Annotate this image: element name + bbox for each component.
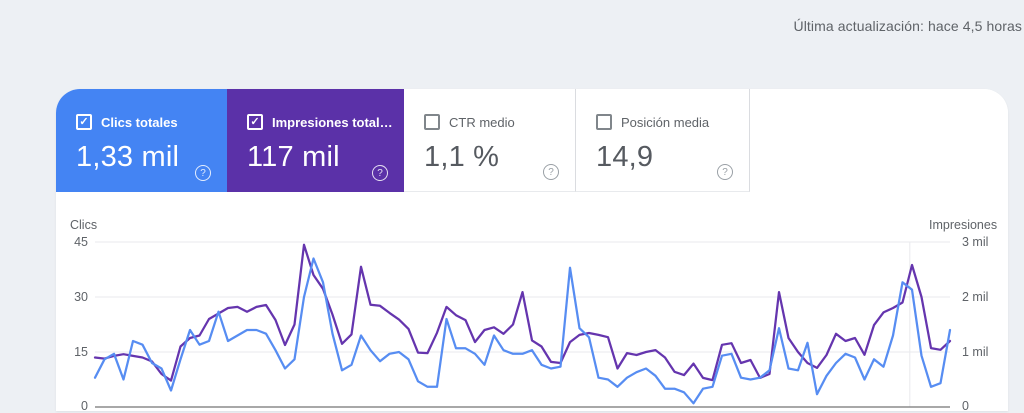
- total-clicks-value: 1,33 mil: [76, 141, 180, 173]
- card-label: Impresiones total…: [272, 114, 393, 130]
- right-axis-tick: 2 mil: [962, 290, 989, 304]
- card-label: Posición media: [621, 114, 710, 130]
- help-icon[interactable]: ?: [195, 165, 211, 181]
- total-impressions-value: 117 mil: [247, 141, 340, 173]
- left-axis-title: Clics: [70, 218, 98, 232]
- cards-row-filler: [750, 89, 1008, 192]
- performance-panel: ✓ Clics totales 1,33 mil ? ✓ Impresiones…: [56, 89, 1008, 413]
- right-axis-title: Impresiones: [929, 218, 998, 232]
- card-header: ✓ Posición media: [596, 114, 749, 130]
- metric-card-total-impressions[interactable]: ✓ Impresiones total… 117 mil ?: [227, 89, 404, 192]
- card-header: ✓ CTR medio: [424, 114, 575, 130]
- average-ctr-value: 1,1 %: [424, 141, 500, 173]
- performance-line-chart: [93, 241, 952, 408]
- card-header: ✓ Impresiones total…: [247, 114, 404, 130]
- metric-cards-row: ✓ Clics totales 1,33 mil ? ✓ Impresiones…: [56, 89, 1008, 192]
- right-axis-tick: 0: [962, 399, 969, 413]
- card-header: ✓ Clics totales: [76, 114, 227, 130]
- left-axis-tick: 15: [74, 345, 88, 359]
- last-update-text: Última actualización: hace 4,5 horas: [793, 18, 1022, 34]
- total-impressions-checkbox[interactable]: ✓: [247, 114, 263, 130]
- right-axis-tick: 1 mil: [962, 345, 989, 359]
- metric-card-average-position[interactable]: ✓ Posición media 14,9 ?: [576, 89, 750, 192]
- left-axis-tick: 30: [74, 290, 88, 304]
- metric-card-total-clicks[interactable]: ✓ Clics totales 1,33 mil ?: [56, 89, 227, 192]
- right-axis-tick: 3 mil: [962, 235, 989, 249]
- average-ctr-checkbox[interactable]: ✓: [424, 114, 440, 130]
- average-position-checkbox[interactable]: ✓: [596, 114, 612, 130]
- clicks-line: [93, 257, 952, 405]
- card-label: Clics totales: [101, 114, 178, 130]
- help-icon[interactable]: ?: [717, 164, 733, 180]
- left-axis-tick: 0: [81, 399, 88, 413]
- help-icon[interactable]: ?: [543, 164, 559, 180]
- impressions-line: [93, 243, 952, 382]
- left-axis-tick: 45: [74, 235, 88, 249]
- card-label: CTR medio: [449, 114, 515, 130]
- metric-card-average-ctr[interactable]: ✓ CTR medio 1,1 % ?: [404, 89, 576, 192]
- average-position-value: 14,9: [596, 141, 654, 173]
- total-clicks-checkbox[interactable]: ✓: [76, 114, 92, 130]
- help-icon[interactable]: ?: [372, 165, 388, 181]
